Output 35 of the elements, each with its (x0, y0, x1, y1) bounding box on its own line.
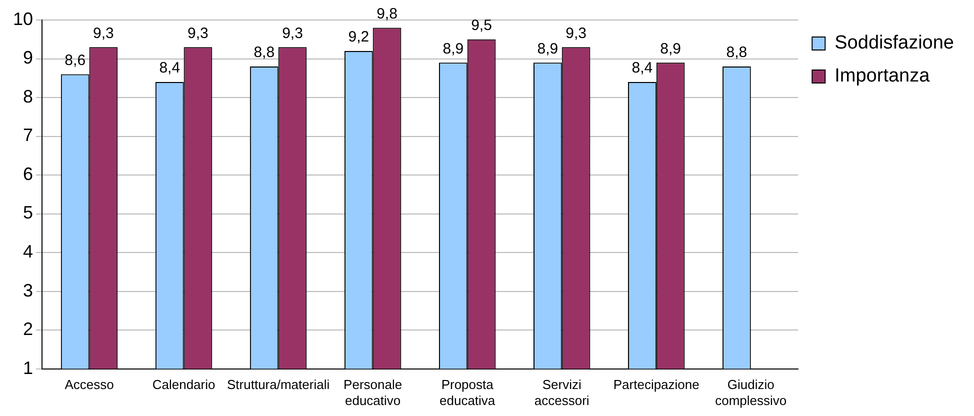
y-tick-label: 9 (23, 48, 34, 68)
x-tick-label: Servizi accessori (534, 377, 590, 408)
data-label: 8,4 (632, 60, 653, 77)
data-label: 9,2 (348, 28, 370, 46)
data-label: 8,8 (254, 44, 275, 62)
data-label: 8,9 (660, 40, 681, 58)
data-label: 9,8 (376, 5, 398, 22)
legend-label: Importanza (834, 66, 930, 87)
y-tick-label: 7 (23, 125, 34, 146)
y-tick-label: 6 (23, 164, 34, 184)
y-tick-label: 3 (23, 280, 34, 300)
y-tick-label: 8 (23, 86, 34, 106)
x-tick-label: Giudizio complessivo (715, 377, 787, 408)
data-label: 8,9 (442, 40, 464, 58)
x-tick-label: Personale educativo (344, 377, 402, 408)
x-tick-label: Proposta educativa (440, 377, 496, 408)
y-tick-label: 10 (12, 8, 34, 29)
data-label: 9,5 (471, 17, 492, 34)
y-tick-label: 1 (23, 358, 34, 378)
data-label: 8,6 (64, 52, 86, 69)
x-tick-label: Partecipazione (613, 377, 700, 392)
x-tick-label: Accesso (64, 377, 114, 392)
data-label: 9,3 (93, 24, 114, 42)
data-label: 9,3 (566, 24, 586, 42)
x-tick-label: Struttura/materiali (227, 377, 330, 392)
data-label: 9,3 (282, 24, 303, 42)
data-label: 8,8 (726, 44, 748, 62)
y-tick-label: 4 (23, 242, 34, 262)
data-label: 8,4 (159, 60, 180, 77)
legend-label: Soddisfazione (834, 32, 954, 54)
y-tick-label: 2 (23, 319, 34, 340)
data-label: 9,3 (188, 24, 208, 42)
data-label: 8,9 (537, 40, 558, 58)
y-tick-label: 5 (23, 202, 34, 223)
x-tick-label: Calendario (152, 377, 216, 392)
